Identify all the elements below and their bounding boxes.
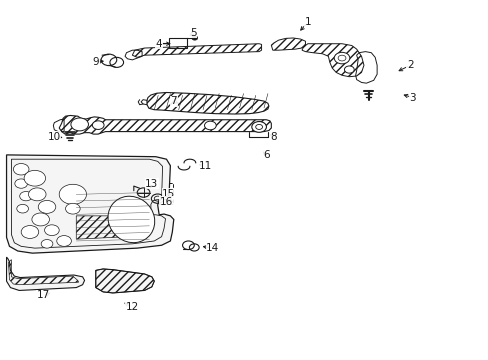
Circle shape: [65, 203, 80, 214]
Text: 6: 6: [263, 150, 269, 160]
Circle shape: [92, 121, 104, 130]
Circle shape: [20, 192, 32, 201]
Text: 2: 2: [406, 60, 413, 70]
Text: 4: 4: [156, 39, 162, 49]
Circle shape: [21, 226, 39, 238]
Circle shape: [333, 52, 349, 64]
Text: 10: 10: [48, 132, 61, 142]
Text: 1: 1: [304, 17, 310, 27]
Text: 8: 8: [270, 132, 277, 142]
Text: 17: 17: [37, 291, 50, 301]
Text: 9: 9: [92, 57, 99, 67]
Circle shape: [24, 170, 45, 186]
Circle shape: [344, 66, 353, 73]
Circle shape: [38, 201, 56, 213]
Text: 15: 15: [162, 189, 175, 199]
Text: 5: 5: [190, 28, 196, 38]
Text: 14: 14: [206, 243, 219, 253]
Text: 13: 13: [145, 179, 158, 189]
Circle shape: [41, 239, 53, 248]
Circle shape: [204, 121, 216, 130]
Text: 16: 16: [160, 197, 173, 207]
Ellipse shape: [108, 196, 154, 243]
Polygon shape: [6, 155, 173, 253]
Circle shape: [71, 118, 88, 131]
Circle shape: [32, 213, 49, 226]
Text: 3: 3: [408, 93, 415, 103]
Text: 12: 12: [125, 302, 139, 312]
Circle shape: [251, 122, 266, 132]
Bar: [133, 183, 173, 204]
Text: 7: 7: [170, 96, 177, 106]
Circle shape: [13, 163, 29, 175]
Polygon shape: [96, 269, 154, 293]
Circle shape: [57, 235, 71, 246]
Circle shape: [191, 36, 197, 40]
Text: 11: 11: [199, 161, 212, 171]
Circle shape: [28, 188, 46, 201]
Circle shape: [44, 225, 59, 235]
Circle shape: [17, 204, 28, 213]
Circle shape: [15, 179, 27, 188]
Circle shape: [59, 184, 86, 204]
Polygon shape: [6, 257, 84, 291]
